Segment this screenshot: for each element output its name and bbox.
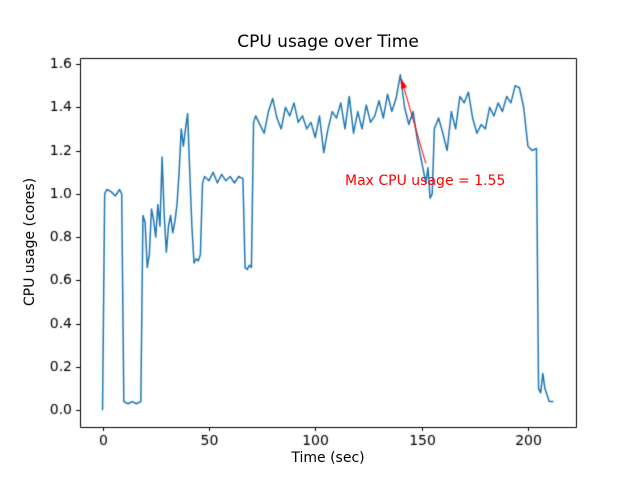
max-cpu-annotation: Max CPU usage = 1.55 — [345, 173, 506, 189]
x-axis-label: Time (sec) — [291, 450, 365, 466]
y-axis-label: CPU usage (cores) — [22, 177, 38, 307]
chart-title: CPU usage over Time — [237, 32, 419, 52]
